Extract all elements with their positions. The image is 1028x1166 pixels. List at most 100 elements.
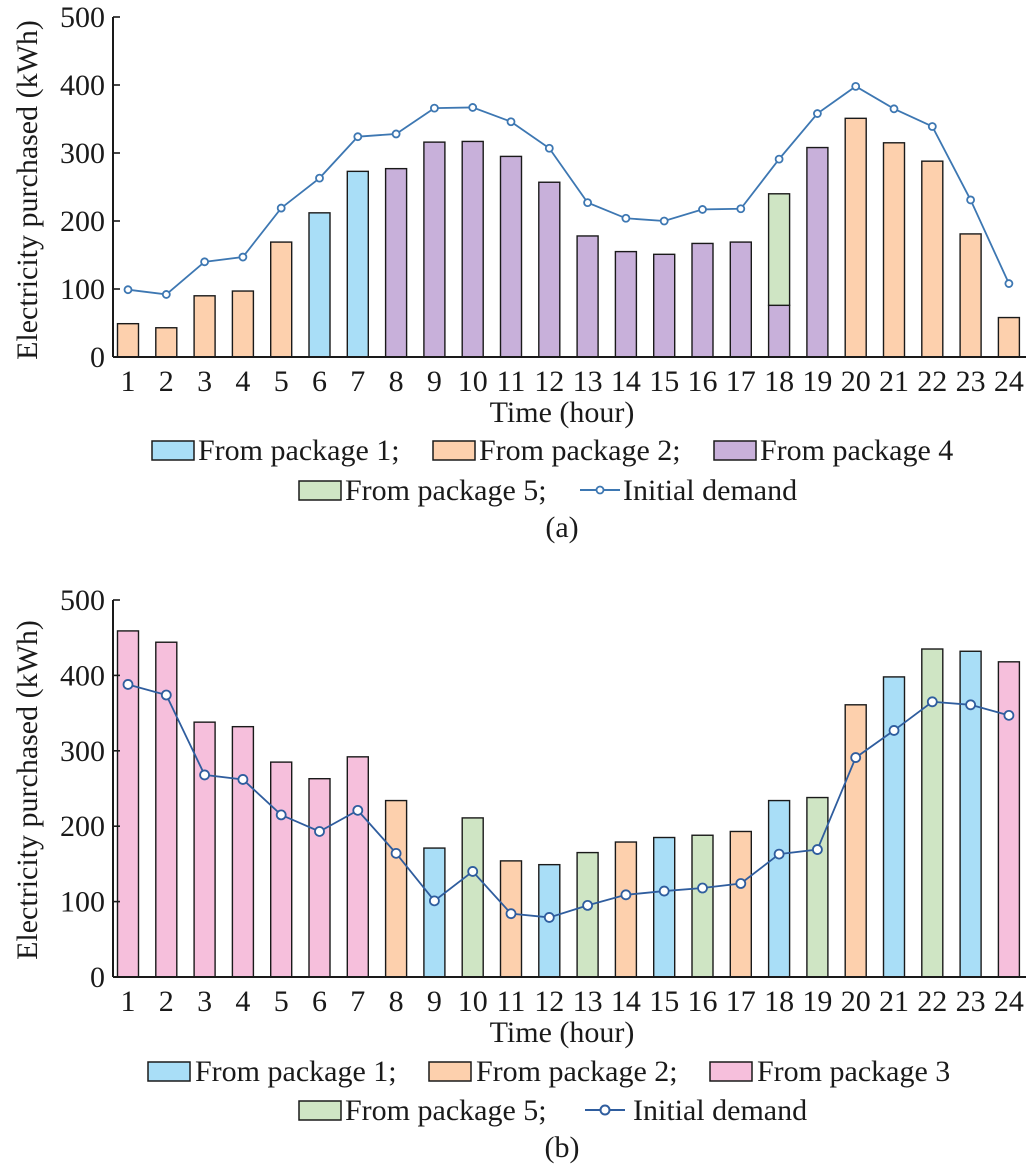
initial-demand-point (812, 844, 823, 855)
chart-a-x-axis-title: Time (hour) (490, 396, 635, 429)
x-tick-label: 20 (841, 985, 871, 1018)
initial-demand-point (276, 203, 286, 213)
chart-a-bars (116, 117, 1021, 358)
x-tick-label: 7 (350, 365, 365, 398)
bar-package1 (423, 847, 446, 978)
x-tick-label: 3 (197, 365, 212, 398)
x-tick-label: 21 (879, 365, 909, 398)
legend-label-package1: From package 1; (198, 434, 400, 467)
initial-demand-point (161, 290, 171, 299)
bar-package1 (308, 212, 331, 358)
initial-demand-point (428, 895, 440, 907)
bar-package4 (384, 167, 408, 358)
x-tick-label: 8 (389, 365, 404, 398)
x-tick-label: 13 (573, 365, 603, 398)
initial-demand-point (850, 752, 862, 763)
chart-a-caption: (a) (545, 511, 578, 544)
bar-package2 (844, 704, 867, 978)
y-tick-label: 300 (60, 137, 105, 170)
bar-package4 (653, 253, 676, 358)
initial-demand-point (736, 204, 746, 214)
initial-demand-point (888, 725, 900, 736)
y-tick-label: 500 (60, 1, 105, 34)
chart-b-x-axis-title: Time (hour) (490, 1016, 635, 1049)
y-tick-label: 100 (60, 273, 105, 306)
initial-demand-point (237, 774, 249, 785)
initial-demand-point (813, 109, 822, 118)
x-tick-label: 18 (764, 985, 794, 1018)
x-tick-label: 17 (726, 365, 756, 398)
x-tick-label: 4 (235, 365, 250, 398)
bar-package4 (461, 140, 484, 358)
bar-package4 (499, 155, 523, 358)
legend-swatch-package3 (709, 1061, 753, 1082)
x-tick-label: 22 (917, 985, 947, 1018)
x-tick-label: 2 (159, 365, 174, 398)
chart-b-axes (112, 599, 1026, 978)
initial-demand-point (620, 889, 632, 901)
x-tick-label: 19 (802, 985, 832, 1018)
x-tick-label: 12 (534, 365, 564, 398)
x-tick-label: 20 (841, 365, 871, 398)
initial-demand-point (352, 804, 364, 816)
initial-demand-point (697, 882, 708, 894)
chart-b-demand-line (122, 679, 1015, 923)
x-tick-label: 9 (427, 985, 442, 1018)
bar-package4 (729, 241, 752, 358)
x-tick-label: 6 (312, 985, 327, 1018)
legend-swatch-package4 (713, 440, 757, 461)
chart-a-demand-line (123, 81, 1014, 299)
initial-demand-point (966, 195, 975, 205)
x-tick-label: 13 (573, 985, 603, 1018)
y-tick-label: 200 (60, 205, 105, 238)
initial-demand-point (1004, 279, 1014, 288)
x-tick-label: 8 (389, 985, 404, 1018)
initial-demand-point (429, 103, 439, 113)
initial-demand-point (122, 679, 134, 690)
chart-a-x-tick-labels: 1 2 3 4 5 6 7 8 9 10 11 12 13 14 15 16 17 18 19 20 21 22 23 24 (121, 365, 1024, 398)
initial-demand-point (314, 826, 325, 837)
bar-package5 (691, 834, 714, 978)
legend-marker-initial-demand (595, 485, 605, 495)
y-tick-label: 400 (60, 659, 105, 692)
bar-package3 (346, 756, 369, 978)
bar-package4 (767, 304, 791, 358)
x-tick-label: 1 (121, 985, 136, 1018)
initial-demand-point (468, 103, 478, 112)
y-tick-label: 500 (60, 584, 105, 617)
x-tick-label: 23 (956, 985, 986, 1018)
x-tick-label: 10 (458, 365, 488, 398)
y-tick-label: 100 (60, 886, 105, 919)
y-tick-label: 0 (90, 961, 105, 994)
initial-demand-point (200, 257, 210, 267)
legend-swatch-package5 (298, 1100, 342, 1121)
chart-b-legend: From package 1; From package 2; From pac… (147, 1055, 950, 1127)
initial-demand-point (275, 809, 287, 821)
legend-label-package4: From package 4 (760, 434, 953, 467)
x-tick-label: 3 (197, 985, 212, 1018)
bar-package4 (423, 141, 446, 358)
initial-demand-point (123, 285, 133, 295)
y-tick-label: 200 (60, 810, 105, 843)
chart-b-y-axis-title: Electricity purchased (kWh) (11, 620, 44, 960)
initial-demand-point (583, 198, 592, 208)
x-tick-label: 4 (235, 985, 250, 1018)
x-tick-label: 14 (611, 365, 641, 398)
x-tick-label: 22 (917, 365, 947, 398)
legend-swatch-package2 (432, 440, 476, 461)
initial-demand-point (160, 689, 172, 701)
x-tick-label: 11 (497, 365, 526, 398)
bar-package2 (231, 290, 255, 358)
initial-demand-point (735, 878, 747, 889)
initial-demand-point (543, 912, 555, 923)
initial-demand-point (659, 216, 669, 226)
initial-demand-point (390, 847, 402, 859)
bar-package5 (806, 796, 829, 978)
x-tick-label: 12 (534, 985, 564, 1018)
initial-demand-point (391, 129, 401, 139)
x-tick-label: 5 (274, 985, 289, 1018)
y-tick-label: 400 (60, 69, 105, 102)
initial-demand-point (851, 81, 861, 91)
